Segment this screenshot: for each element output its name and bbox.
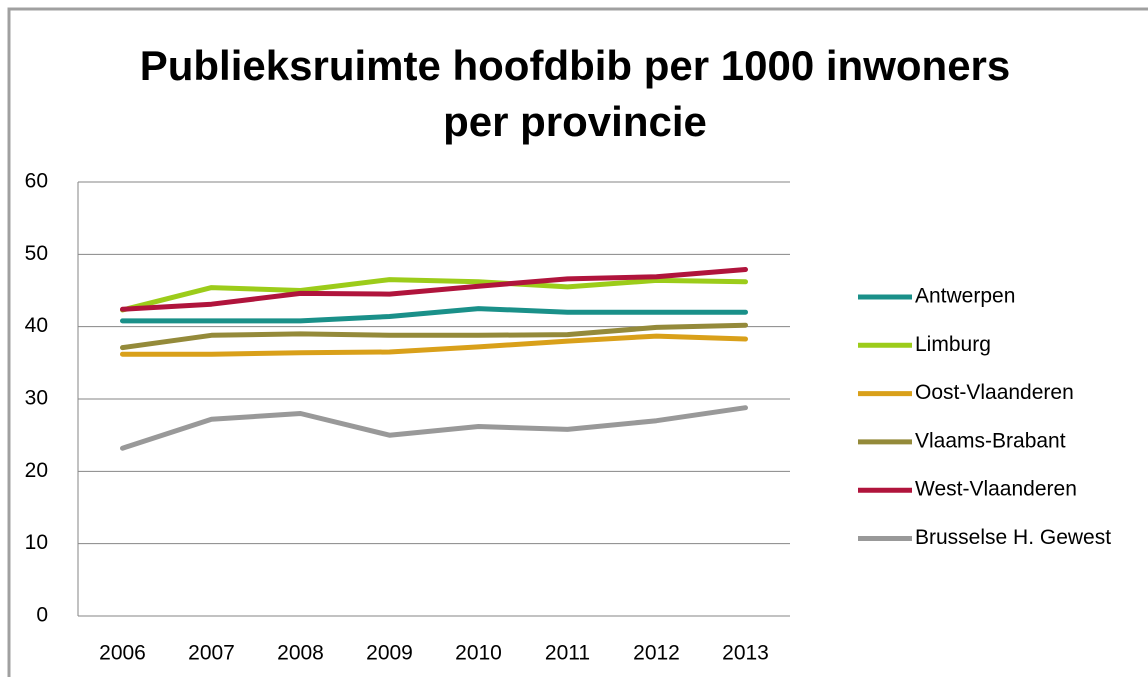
series-line [120, 306, 748, 324]
x-tick-label: 2008 [277, 642, 324, 665]
x-tick-label: 2013 [722, 642, 769, 665]
series-line [120, 405, 748, 451]
y-tick-label: 60 [25, 170, 48, 193]
y-tick-label: 10 [25, 531, 48, 554]
series-line [120, 333, 748, 357]
series-line [120, 277, 748, 313]
x-tick-label: 2011 [545, 642, 590, 665]
legend-label: Brusselse H. Gewest [915, 526, 1111, 549]
legend-label: West-Vlaanderen [915, 478, 1077, 501]
legend-label: Oost-Vlaanderen [915, 381, 1074, 404]
legend-label: Vlaams-Brabant [915, 429, 1066, 452]
y-tick-label: 20 [25, 459, 48, 482]
y-tick-label: 30 [25, 387, 48, 410]
legend-label: Limburg [915, 333, 991, 356]
x-tick-label: 2009 [366, 642, 413, 665]
series-line [120, 267, 748, 312]
x-tick-label: 2010 [455, 642, 502, 665]
frame [7, 7, 1148, 677]
legend-label: Antwerpen [915, 285, 1015, 308]
x-tick-label: 2007 [188, 642, 235, 665]
x-tick-label: 2012 [633, 642, 680, 665]
y-tick-label: 0 [36, 604, 48, 627]
x-tick-label: 2006 [99, 642, 146, 665]
chart-title: Publieksruimte hoofdbib per 1000 inwoner… [139, 42, 1011, 145]
series-line [120, 322, 748, 351]
y-tick-label: 50 [25, 242, 48, 265]
y-tick-label: 40 [25, 314, 48, 337]
